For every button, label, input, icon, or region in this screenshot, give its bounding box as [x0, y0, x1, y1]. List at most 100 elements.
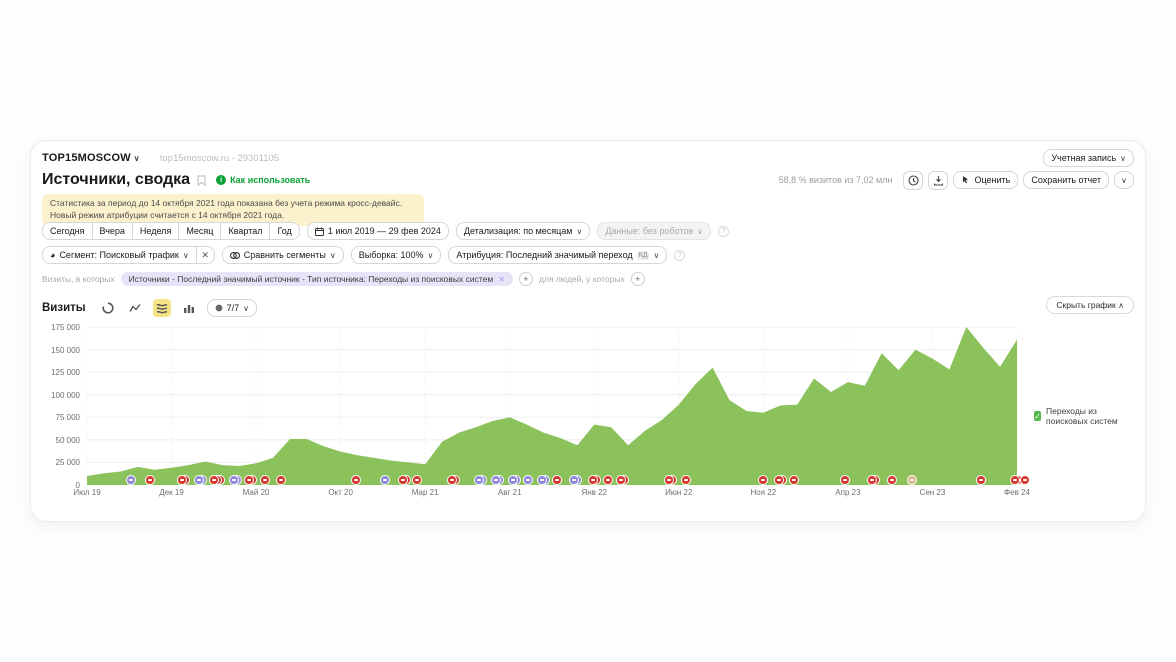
page-title: Источники, сводка [42, 171, 191, 188]
annotation-marker[interactable] [887, 476, 896, 484]
annotation-marker[interactable] [399, 476, 411, 484]
donut-chart-button[interactable] [99, 299, 117, 317]
hide-chart-button[interactable]: Скрыть график ∧ [1046, 296, 1134, 314]
save-report-button[interactable]: Сохранить отчет [1023, 171, 1109, 189]
comment-bubble-icon [1021, 476, 1030, 484]
annotation-marker[interactable] [664, 476, 676, 484]
metric-title: Визиты [42, 302, 86, 314]
segment-clear-button[interactable]: ✕ [196, 246, 215, 264]
annotation-marker[interactable] [448, 476, 460, 484]
comment-bubble-icon [887, 476, 896, 484]
attribution-help-icon[interactable]: ? [674, 249, 686, 261]
annotation-marker[interactable] [260, 476, 269, 484]
comment-bubble-icon [603, 476, 612, 484]
annotation-marker[interactable] [412, 476, 421, 484]
chart-plot [86, 326, 1018, 486]
annotation-marker[interactable] [867, 476, 879, 484]
hide-chart-label: Скрыть график [1056, 300, 1116, 310]
x-tick-label: Ноя 22 [750, 488, 777, 497]
period-week-button[interactable]: Неделя [132, 222, 180, 240]
comment-bubble-icon [475, 476, 484, 484]
annotation-marker[interactable] [1011, 476, 1023, 484]
line-chart-button[interactable] [126, 299, 144, 317]
annotation-marker[interactable] [774, 476, 786, 484]
add-visit-condition-button[interactable]: + [518, 272, 533, 286]
period-quarter-button[interactable]: Квартал [221, 222, 271, 240]
annotation-marker[interactable] [1021, 476, 1030, 484]
sampling-button[interactable]: Выборка: 100% ∨ [350, 246, 442, 264]
annotation-marker[interactable] [681, 476, 690, 484]
segment-button[interactable]: ◕ Сегмент: Поисковый трафик ∨ [42, 246, 197, 264]
robots-filter-button[interactable]: Данные: без роботов ∨ [597, 222, 712, 240]
bookmark-icon[interactable] [197, 174, 206, 186]
annotation-marker[interactable] [177, 476, 189, 484]
annotation-marker[interactable] [537, 476, 549, 484]
comment-bubble-icon [524, 476, 533, 484]
legend-checkbox[interactable]: ✓ [1034, 411, 1042, 421]
annotation-marker[interactable] [588, 476, 600, 484]
comment-bubble-icon [588, 476, 597, 484]
clock-icon [908, 174, 919, 186]
close-icon[interactable]: ✕ [498, 274, 505, 284]
segment-toolbar: ◕ Сегмент: Поисковый трафик ∨ ✕ Сравнить… [42, 246, 1134, 264]
annotation-marker[interactable] [840, 476, 849, 484]
annotation-marker[interactable] [617, 476, 629, 484]
history-button[interactable] [903, 170, 924, 190]
how-to-use-link[interactable]: i Как использовать [216, 175, 310, 185]
period-today-button[interactable]: Сегодня [42, 222, 93, 240]
annotation-marker[interactable] [475, 476, 487, 484]
annotation-marker[interactable] [194, 476, 206, 484]
annotation-marker[interactable] [351, 476, 360, 484]
robots-help-icon[interactable]: ? [718, 225, 730, 237]
chart-legend[interactable]: ✓ Переходы из поисковых систем [1034, 406, 1134, 426]
add-people-condition-button[interactable]: + [630, 272, 645, 286]
account-dropdown[interactable]: TOP15MOSCOW ∨ [42, 152, 140, 164]
column-chart-icon [183, 305, 194, 313]
annotation-marker[interactable] [977, 476, 986, 484]
column-chart-button[interactable] [180, 299, 198, 317]
area-chart-button[interactable] [152, 299, 171, 317]
comment-bubble-icon [553, 476, 562, 484]
attribution-button[interactable]: Атрибуция: Последний значимый переход КД… [448, 246, 668, 264]
comment-bubble-icon [126, 476, 135, 484]
annotation-marker[interactable] [230, 476, 242, 484]
period-year-button[interactable]: Год [270, 222, 300, 240]
annotation-marker[interactable] [245, 476, 257, 484]
annotation-marker[interactable] [277, 476, 286, 484]
counter-id: top15moscow.ru - 29301105 [159, 152, 280, 164]
annotation-marker[interactable] [908, 476, 917, 484]
granularity-button[interactable]: Детализация: по месяцам ∨ [455, 222, 591, 240]
save-report-more-button[interactable]: ∨ [1114, 171, 1134, 189]
metrics-count-button[interactable]: 7/7 ∨ [206, 299, 257, 317]
annotation-marker[interactable] [603, 476, 612, 484]
granularity-label: Детализация: по месяцам [463, 226, 573, 236]
save-report-label: Сохранить отчет [1031, 175, 1101, 185]
annotation-marker[interactable] [759, 476, 768, 484]
comment-bubble-icon [177, 476, 186, 484]
chevron-down-icon: ∨ [653, 250, 660, 260]
comment-bubble-icon [789, 476, 798, 484]
pointer-icon [963, 176, 969, 184]
annotation-marker[interactable] [789, 476, 798, 484]
chevron-down-icon: ∨ [329, 250, 336, 260]
annotation-marker[interactable] [553, 476, 562, 484]
annotation-marker[interactable] [524, 476, 533, 484]
annotation-marker[interactable] [509, 476, 521, 484]
download-button[interactable] [928, 170, 949, 190]
line-chart-icon [129, 304, 141, 312]
annotation-marker[interactable] [126, 476, 135, 484]
annotation-marker[interactable] [145, 476, 154, 484]
account-menu-button[interactable]: Учетная запись ∨ [1043, 149, 1134, 167]
date-range-button[interactable]: 1 июл 2019 — 29 фев 2024 [306, 222, 449, 240]
source-filter-chip[interactable]: Источники - Последний значимый источник … [120, 272, 513, 286]
rate-button[interactable]: Оценить [953, 171, 1019, 189]
compare-segments-button[interactable]: Сравнить сегменты ∨ [221, 246, 344, 264]
annotation-marker[interactable] [380, 476, 389, 484]
download-icon [933, 175, 944, 186]
annotation-marker[interactable] [492, 476, 504, 484]
annotation-marker[interactable] [569, 476, 581, 484]
period-yesterday-button[interactable]: Вчера [92, 222, 133, 240]
period-month-button[interactable]: Месяц [179, 222, 222, 240]
comment-bubble-icon [537, 476, 546, 484]
annotation-marker[interactable] [209, 476, 224, 484]
